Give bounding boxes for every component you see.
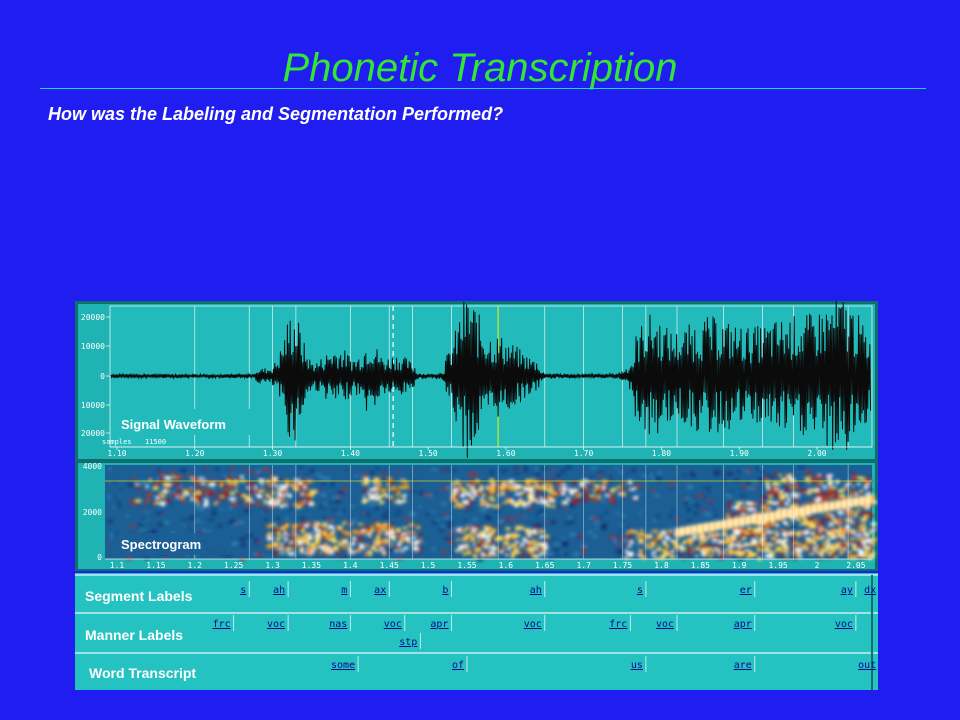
- waveform-time-tick: 1.90: [730, 449, 749, 458]
- segment-label[interactable]: s: [240, 585, 246, 596]
- spectrogram-time-tick: 1.4: [343, 561, 358, 570]
- spectrogram-panel[interactable]: 4000 2000 0 Spectrogram 1.1 1.15 1.2 1.25 1.3 1…: [75, 461, 878, 571]
- waveform-time-tick: 1.70: [574, 449, 593, 458]
- title-rule: [40, 88, 926, 89]
- slide-title: Phonetic Transcription: [282, 46, 678, 90]
- spectrogram-time-tick: 1.6: [499, 561, 514, 570]
- waveform-panel[interactable]: 20000 10000 0 10000 20000 Signal Waveform sa…: [75, 301, 878, 461]
- label-tiers[interactable]: Segment Labels Manner Labels Word Transc…: [75, 573, 878, 690]
- spectrogram-time-tick: 1.75: [613, 561, 632, 570]
- spectrogram-time-tick: 1.65: [535, 561, 554, 570]
- waveform-y-tick: 10000: [81, 401, 105, 410]
- waveform-time-tick: 2.00: [807, 449, 826, 458]
- waveform-caption: Signal Waveform: [121, 417, 226, 432]
- manner-label[interactable]: stp: [399, 637, 417, 648]
- segment-label[interactable]: s: [637, 585, 643, 596]
- spectrogram-time-tick: 1.85: [691, 561, 710, 570]
- manner-label[interactable]: voc: [656, 619, 674, 630]
- spectrogram-time-tick: 1.55: [457, 561, 476, 570]
- spectrogram-time-tick: 1.1: [110, 561, 125, 570]
- waveform-y-tick: 20000: [81, 313, 105, 322]
- segment-label[interactable]: dx: [864, 585, 876, 596]
- word-label[interactable]: are: [734, 660, 752, 671]
- spectrogram-time-tick: 2.05: [846, 561, 865, 570]
- manner-label[interactable]: voc: [267, 619, 285, 630]
- spectrogram-time-tick: 1.95: [768, 561, 787, 570]
- samples-value: 11500: [145, 438, 166, 446]
- segment-label[interactable]: ax: [374, 585, 386, 596]
- word-label[interactable]: of: [452, 660, 464, 671]
- manner-label[interactable]: apr: [430, 619, 448, 630]
- waveform-time-tick: 1.60: [496, 449, 515, 458]
- manner-label[interactable]: voc: [835, 619, 853, 630]
- segment-label[interactable]: ay: [841, 585, 853, 596]
- spectrogram-time-tick: 1.35: [302, 561, 321, 570]
- spectrogram-time-tick: 1.7: [576, 561, 591, 570]
- manner-label[interactable]: apr: [734, 619, 752, 630]
- spectrogram-y-tick: 4000: [83, 462, 102, 471]
- spectrogram-time-tick: 1.3: [265, 561, 280, 570]
- spectrogram-time-tick: 1.9: [732, 561, 747, 570]
- waveform-time-tick: 1.10: [107, 449, 126, 458]
- spectrogram-time-tick: 1.25: [224, 561, 243, 570]
- spectrogram-caption: Spectrogram: [121, 537, 201, 552]
- segment-label[interactable]: er: [740, 585, 752, 596]
- segment-label[interactable]: ah: [273, 585, 285, 596]
- waveform-time-tick: 1.80: [652, 449, 671, 458]
- waveform-y-tick: 20000: [81, 429, 105, 438]
- segment-label[interactable]: ah: [530, 585, 542, 596]
- waveform-time-tick: 1.50: [418, 449, 437, 458]
- waveform-time-tick: 1.40: [341, 449, 360, 458]
- manner-label[interactable]: frc: [609, 619, 627, 630]
- waveform-time-tick: 1.20: [185, 449, 204, 458]
- spectrogram-time-tick: 1.5: [421, 561, 436, 570]
- spectrogram-y-tick: 0: [97, 553, 102, 562]
- samples-label: samples: [102, 438, 132, 446]
- transcription-figure: 20000 10000 0 10000 20000 Signal Waveform sa…: [75, 301, 878, 690]
- manner-label[interactable]: voc: [384, 619, 402, 630]
- spectrogram-time-tick: 1.15: [146, 561, 165, 570]
- waveform-y-tick: 10000: [81, 342, 105, 351]
- word-tier-title: Word Transcript: [89, 665, 196, 681]
- word-label[interactable]: us: [631, 660, 643, 671]
- waveform-time-tick: 1.30: [263, 449, 282, 458]
- manner-label[interactable]: nas: [329, 619, 347, 630]
- word-label[interactable]: some: [331, 660, 355, 671]
- spectrogram-time-tick: 1.2: [188, 561, 203, 570]
- manner-tier-title: Manner Labels: [85, 627, 183, 643]
- manner-label[interactable]: voc: [524, 619, 542, 630]
- spectrogram-time-tick: 2: [815, 561, 820, 570]
- segment-label[interactable]: m: [341, 585, 347, 596]
- word-label[interactable]: out: [858, 660, 876, 671]
- slide-subtitle: How was the Labeling and Segmentation Pe…: [48, 104, 504, 124]
- spectrogram-time-tick: 1.8: [654, 561, 669, 570]
- segment-tier-title: Segment Labels: [85, 588, 193, 604]
- spectrogram-y-tick: 2000: [83, 508, 102, 517]
- waveform-trace: [110, 301, 871, 458]
- waveform-y-tick: 0: [100, 372, 105, 381]
- spectrogram-time-tick: 1.45: [380, 561, 399, 570]
- segment-label[interactable]: b: [442, 585, 448, 596]
- manner-label[interactable]: frc: [213, 619, 231, 630]
